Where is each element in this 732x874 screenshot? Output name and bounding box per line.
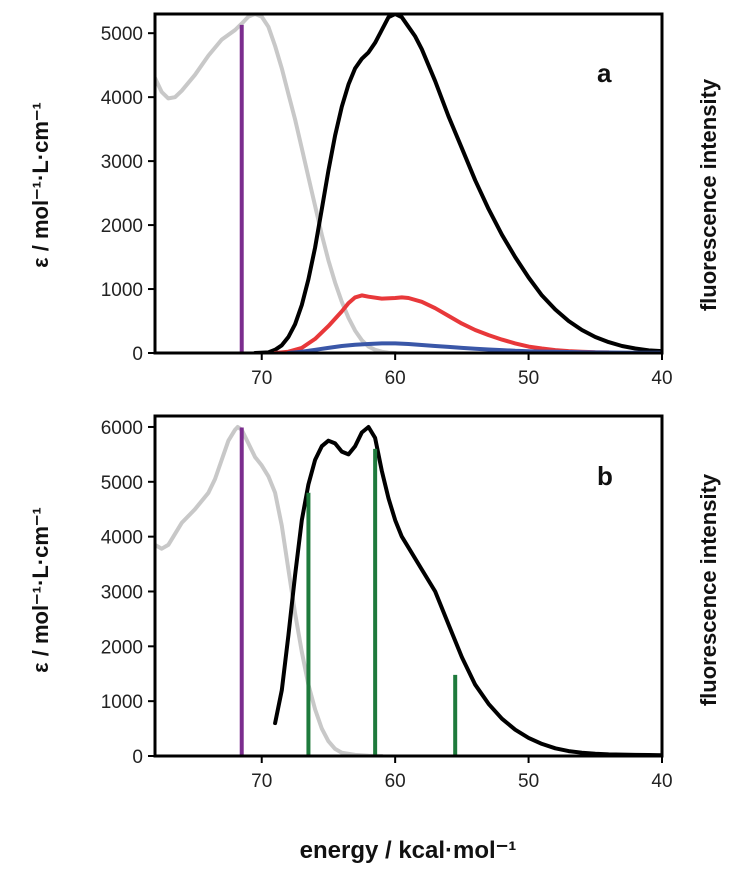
panel-b-y-tick-label: 3000: [101, 582, 143, 603]
panel-b-y-tick-label: 2000: [101, 637, 143, 658]
panel-b-letter: b: [597, 461, 613, 491]
panel-a-y-tick-label: 0: [132, 344, 143, 365]
panel-a-series-1-line: [253, 14, 662, 353]
panel-a-y-tick-label: 4000: [101, 88, 143, 109]
panel-a-right-axis-label: fluorescence intensity: [696, 78, 721, 311]
panel-b-y-tick-label: 4000: [101, 528, 143, 549]
panel-a-series-0-line: [155, 14, 398, 353]
panel-b-y-tick-label: 0: [132, 747, 143, 768]
panel-a-y-tick-label: 1000: [101, 280, 143, 301]
panel-b-y-ticks: 0 1000 2000 3000 4000 5000 6000: [101, 418, 155, 768]
panel-a-x-tick-label: 60: [385, 368, 406, 389]
panel-a-letter: a: [597, 58, 612, 88]
panel-a-y-ticks: 0 1000 2000 3000 4000 5000: [101, 24, 155, 365]
panel-a-x-tick-label: 70: [251, 368, 272, 389]
panel-a-x-tick-label: 40: [651, 368, 672, 389]
panel-b-x-tick-label: 40: [651, 771, 672, 792]
panel-a-x-ticks: 70 60 50 40: [251, 353, 673, 389]
panel-b-x-ticks: 70 60 50 40: [251, 756, 673, 792]
panel-b-y-tick-label: 6000: [101, 418, 143, 439]
panel-a-y-tick-label: 3000: [101, 152, 143, 173]
panel-b-x-tick-label: 60: [385, 771, 406, 792]
panel-a-plot-area: [155, 14, 662, 353]
panel-b-y-tick-label: 1000: [101, 692, 143, 713]
panel-b-frame: [153, 414, 664, 758]
panel-b-plot-area: [155, 425, 662, 756]
panel-b-y-tick-label: 5000: [101, 473, 143, 494]
panel-a-x-tick-label: 50: [518, 368, 539, 389]
panel-b-x-tick-label: 50: [518, 771, 539, 792]
panel-b-series-1-line: [273, 425, 662, 756]
panel-a-series-2-line: [273, 293, 611, 353]
panel-a-y-axis-label: ε / mol⁻¹·L·cm⁻¹: [28, 102, 53, 268]
panel-b-series-0-line: [155, 425, 384, 756]
panel-a-y-tick-label: 2000: [101, 216, 143, 237]
panel-b-y-axis-label: ε / mol⁻¹·L·cm⁻¹: [28, 507, 53, 673]
panel-b-x-tick-label: 70: [251, 771, 272, 792]
panel-b-right-axis-label: fluorescence intensity: [696, 473, 721, 706]
x-axis-label: energy / kcal·mol⁻¹: [300, 837, 517, 864]
panel-a-y-tick-label: 5000: [101, 24, 143, 45]
panel-a-frame: [153, 12, 664, 355]
panel-a: 70 60 50 40 0 1000 2000 3000 4000 5000 a ε / mol…: [28, 12, 721, 389]
panel-b: 70 60 50 40 0 1000 2000 3000 4000 5000 6000 b ε /…: [28, 414, 721, 792]
